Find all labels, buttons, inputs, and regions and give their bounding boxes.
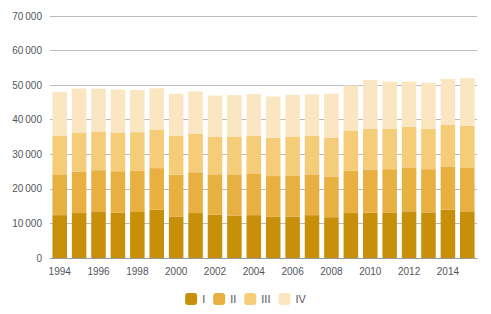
svg-text:70 000: 70 000 (12, 11, 42, 22)
svg-text:1996: 1996 (87, 266, 110, 277)
svg-text:1998: 1998 (126, 266, 149, 277)
svg-text:50 000: 50 000 (12, 80, 42, 91)
svg-text:III: III (261, 293, 270, 305)
svg-text:I: I (202, 293, 205, 305)
svg-text:2008: 2008 (320, 266, 343, 277)
svg-text:40 000: 40 000 (12, 114, 42, 125)
svg-text:2014: 2014 (437, 266, 460, 277)
svg-text:0: 0 (36, 253, 42, 264)
svg-text:60 000: 60 000 (12, 45, 42, 56)
svg-text:2002: 2002 (204, 266, 227, 277)
svg-text:10 000: 10 000 (12, 218, 42, 229)
svg-text:20 000: 20 000 (12, 183, 42, 194)
svg-text:2012: 2012 (398, 266, 421, 277)
svg-text:2004: 2004 (243, 266, 266, 277)
svg-text:2010: 2010 (359, 266, 382, 277)
svg-text:30 000: 30 000 (12, 149, 42, 160)
svg-text:IV: IV (295, 293, 306, 305)
svg-text:II: II (230, 293, 236, 305)
svg-text:1994: 1994 (49, 266, 72, 277)
svg-text:2000: 2000 (165, 266, 188, 277)
svg-text:2006: 2006 (281, 266, 304, 277)
